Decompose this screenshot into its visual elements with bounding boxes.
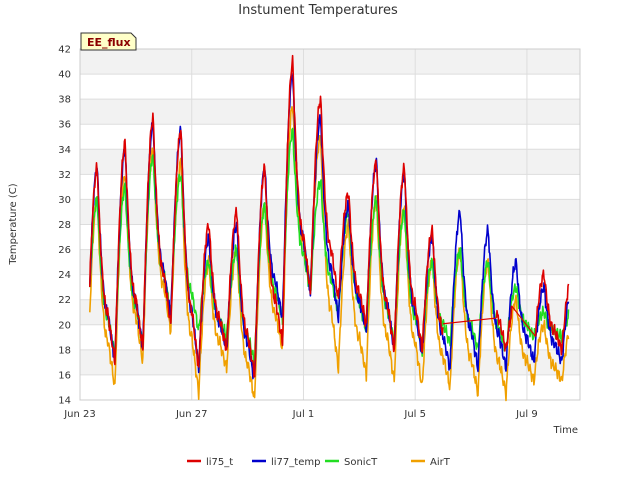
plot-band (80, 124, 580, 150)
legend-label-sonict: SonicT (344, 457, 378, 468)
y-tick-label: 34 (58, 145, 71, 156)
x-tick-label: Jun 27 (175, 409, 208, 420)
series-line-li75-t (495, 305, 513, 352)
x-tick-label: Jun 23 (63, 409, 96, 420)
y-tick-label: 18 (58, 345, 71, 356)
plot-band (80, 174, 580, 200)
plot-frame (79, 48, 581, 401)
x-axis-label: Time (553, 425, 578, 436)
y-tick-label: 28 (58, 220, 71, 231)
plot-band (80, 49, 580, 75)
x-tick-label: Jul 5 (403, 409, 426, 420)
series-line-li75-t (511, 305, 536, 337)
y-tick-label: 26 (58, 245, 71, 256)
badge-box (80, 32, 137, 51)
plot-band (80, 99, 580, 125)
y-tick-label: 22 (58, 295, 71, 306)
series-lines (89, 54, 570, 402)
series-line-li75-t (443, 317, 497, 325)
y-tick-label: 32 (58, 170, 71, 181)
plot-band (80, 199, 580, 225)
legend: li75_t li77_temp SonicT AirT (187, 457, 451, 468)
y-tick-label: 14 (58, 396, 71, 407)
y-tick-label: 36 (58, 120, 71, 131)
y-tick-label: 24 (58, 270, 71, 281)
y-tick-label: 30 (58, 195, 71, 206)
legend-label-li77-temp: li77_temp (271, 457, 320, 468)
x-tick-label: Jul 9 (515, 409, 538, 420)
x-tick-label: Jul 1 (292, 409, 315, 420)
y-tick-label: 38 (58, 95, 71, 106)
series-line-li77-temp (89, 72, 570, 380)
y-axis-label: Temperature (C) (8, 183, 19, 265)
y-tick-label: 16 (58, 370, 71, 381)
y-axis: 14 16 18 20 22 24 26 28 30 32 34 36 38 40 42 (58, 45, 71, 407)
series-line-li75-t (89, 54, 444, 378)
x-axis: Jun 23 Jun 27 Jul 1 Jul 5 Jul 9 (63, 409, 537, 420)
y-tick-label: 20 (58, 320, 71, 331)
series-line-li75-t (534, 269, 570, 356)
ee-flux-badge: EE_flux (80, 32, 137, 51)
badge-label: EE_flux (87, 36, 131, 49)
legend-label-li75-t: li75_t (206, 457, 233, 468)
chart-title: Instument Temperatures (238, 3, 398, 18)
legend-label-airt: AirT (430, 457, 451, 468)
y-tick-label: 42 (58, 45, 71, 56)
plot-band (80, 149, 580, 175)
plot-band (80, 374, 580, 400)
plot-band (80, 299, 580, 325)
y-tick-label: 40 (58, 70, 71, 81)
plot-band (80, 74, 580, 100)
